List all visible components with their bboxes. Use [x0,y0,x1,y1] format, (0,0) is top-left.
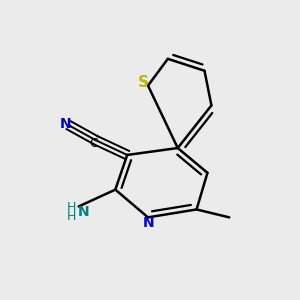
Text: N: N [60,117,72,131]
Text: S: S [138,75,149,90]
Text: H: H [67,210,76,224]
Text: N: N [143,216,155,230]
Text: C: C [89,137,98,150]
Text: H: H [67,202,76,214]
Text: N: N [78,206,90,219]
